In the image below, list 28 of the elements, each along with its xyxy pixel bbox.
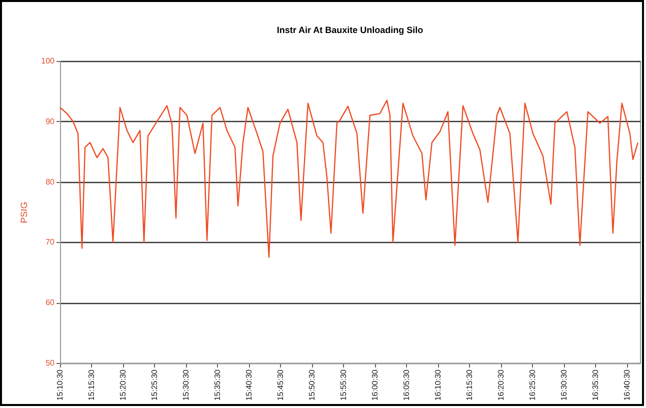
x-tick-label: 16:10:30 xyxy=(433,368,442,401)
x-tick-label: 15:30:30 xyxy=(181,368,190,401)
x-tick-label: 15:40:30 xyxy=(244,368,254,401)
x-tick-label: 16:00:30 xyxy=(370,368,380,401)
chart-title: Instr Air At Bauxite Unloading Silo xyxy=(276,25,424,35)
x-tick-label: 16:35:30 xyxy=(590,368,600,401)
y-tick-label: 80 xyxy=(46,177,56,186)
x-tick-label: 16:40:30 xyxy=(622,368,632,401)
y-tick-label: 90 xyxy=(46,116,56,126)
x-tick-label: 15:55:30 xyxy=(338,368,348,401)
x-tick-label: 16:20:30 xyxy=(496,368,506,401)
x-tick-label: 15:20:30 xyxy=(118,368,128,401)
x-tick-label: 16:15:30 xyxy=(464,368,474,401)
x-tick-label: 16:05:30 xyxy=(402,368,411,401)
x-tick-label: 15:45:30 xyxy=(276,368,285,401)
x-tick-label: 15:25:30 xyxy=(150,368,159,401)
x-tick-label: 15:50:30 xyxy=(307,368,316,401)
y-tick-label: 60 xyxy=(46,298,56,308)
x-tick-label: 15:15:30 xyxy=(86,368,96,401)
x-tick-label: 15:10:30 xyxy=(56,368,64,401)
x-tick-label: 16:25:30 xyxy=(528,368,537,401)
y-tick-label: 50 xyxy=(46,358,56,368)
y-tick-label: 70 xyxy=(46,238,56,247)
y-tick-label: 100 xyxy=(41,56,56,66)
y-axis-title: PSIG xyxy=(19,202,30,224)
line-series xyxy=(59,100,638,258)
x-tick-label: 15:35:30 xyxy=(212,368,222,401)
x-tick-label: 16:30:30 xyxy=(559,368,568,401)
